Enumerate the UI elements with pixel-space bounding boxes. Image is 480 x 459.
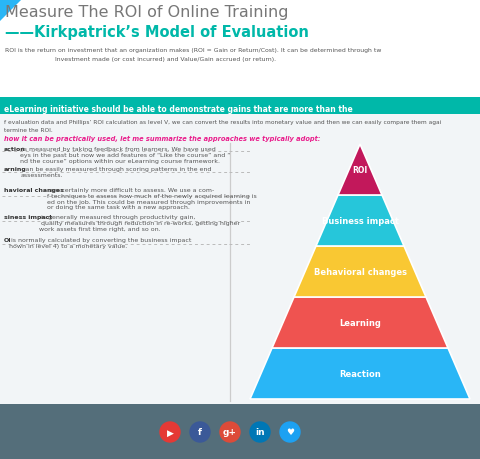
Text: action: action bbox=[4, 147, 26, 151]
Text: f evaluation data and Phillips’ ROI calculation as level V, we can convert the r: f evaluation data and Phillips’ ROI calc… bbox=[4, 120, 441, 125]
FancyBboxPatch shape bbox=[0, 0, 480, 105]
FancyBboxPatch shape bbox=[0, 98, 480, 115]
Text: is measured by taking feedback from learners. We have used
eys in the past but n: is measured by taking feedback from lear… bbox=[20, 147, 231, 163]
Text: is normally calculated by converting the business impact
hown in level 4) to a m: is normally calculated by converting the… bbox=[10, 237, 192, 248]
Polygon shape bbox=[272, 297, 448, 348]
Text: termine the ROI.: termine the ROI. bbox=[4, 128, 53, 133]
Text: Business impact: Business impact bbox=[322, 217, 398, 225]
Polygon shape bbox=[316, 196, 404, 246]
Text: ROI: ROI bbox=[352, 166, 368, 174]
Text: eLearning initiative should be able to demonstrate gains that are more than the: eLearning initiative should be able to d… bbox=[4, 105, 353, 114]
Text: are certainly more difficult to assess. We use a com-
f techniques to assess how: are certainly more difficult to assess. … bbox=[47, 188, 257, 210]
Text: g+: g+ bbox=[223, 428, 237, 437]
Text: Behavioral changes: Behavioral changes bbox=[313, 268, 407, 276]
Circle shape bbox=[160, 422, 180, 442]
Text: is generally measured through productivity gain,
 quality measures through reduc: is generally measured through productivi… bbox=[39, 214, 240, 231]
Text: Reaction: Reaction bbox=[339, 369, 381, 378]
Text: Learning: Learning bbox=[339, 318, 381, 327]
Polygon shape bbox=[250, 348, 470, 399]
Polygon shape bbox=[338, 145, 382, 196]
Circle shape bbox=[190, 422, 210, 442]
FancyBboxPatch shape bbox=[0, 404, 480, 459]
Text: ——Kirkpatrick’s Model of Evaluation: ——Kirkpatrick’s Model of Evaluation bbox=[5, 25, 309, 40]
Text: ▶: ▶ bbox=[167, 428, 173, 437]
Polygon shape bbox=[294, 246, 426, 297]
Text: can be easily measured through scoring patterns in the end
assessments.: can be easily measured through scoring p… bbox=[20, 167, 212, 178]
Circle shape bbox=[220, 422, 240, 442]
Text: f: f bbox=[198, 428, 202, 437]
Circle shape bbox=[250, 422, 270, 442]
Text: OI: OI bbox=[4, 237, 12, 242]
Text: Investment made (or cost incurred) and Value/Gain accrued (or return).: Investment made (or cost incurred) and V… bbox=[55, 57, 276, 62]
Text: havioral changes: havioral changes bbox=[4, 188, 64, 193]
Text: arning: arning bbox=[4, 167, 27, 172]
Polygon shape bbox=[0, 0, 22, 22]
Text: siness impact: siness impact bbox=[4, 214, 52, 219]
Circle shape bbox=[280, 422, 300, 442]
Text: how it can be practically used, let me summarize the approaches we typically ado: how it can be practically used, let me s… bbox=[4, 136, 320, 142]
Text: ROI is the return on investment that an organization makes (ROI = Gain or Return: ROI is the return on investment that an … bbox=[5, 48, 382, 53]
Text: ♥: ♥ bbox=[286, 428, 294, 437]
Text: in: in bbox=[255, 428, 265, 437]
Text: Measure The ROI of Online Training: Measure The ROI of Online Training bbox=[5, 5, 288, 20]
